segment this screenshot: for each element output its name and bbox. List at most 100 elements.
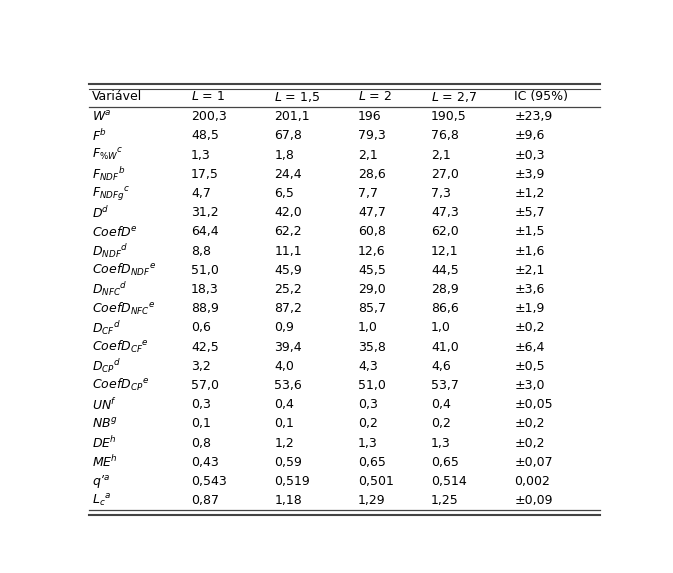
Text: 200,3: 200,3	[191, 110, 227, 123]
Text: ±1,6: ±1,6	[514, 245, 545, 258]
Text: Variável: Variável	[92, 91, 142, 104]
Text: 4,0: 4,0	[275, 360, 294, 373]
Text: 53,7: 53,7	[431, 379, 459, 392]
Text: IC (95%): IC (95%)	[514, 91, 569, 104]
Text: 0,65: 0,65	[358, 456, 386, 469]
Text: ±1,5: ±1,5	[514, 225, 545, 238]
Text: $\mathit{D}$$_{NDF}$$^{d}$: $\mathit{D}$$_{NDF}$$^{d}$	[92, 242, 128, 260]
Text: 0,2: 0,2	[431, 417, 451, 430]
Text: ±0,07: ±0,07	[514, 456, 553, 469]
Text: 0,8: 0,8	[191, 437, 211, 449]
Text: ±3,6: ±3,6	[514, 283, 545, 296]
Text: $\mathit{D}$$_{CP}$$^{d}$: $\mathit{D}$$_{CP}$$^{d}$	[92, 357, 121, 375]
Text: 0,4: 0,4	[431, 398, 451, 411]
Text: 47,7: 47,7	[358, 206, 386, 219]
Text: $\it{L}$ = 2: $\it{L}$ = 2	[358, 91, 392, 104]
Text: 0,002: 0,002	[514, 475, 551, 488]
Text: 8,8: 8,8	[191, 245, 211, 258]
Text: ±0,5: ±0,5	[514, 360, 545, 373]
Text: 7,7: 7,7	[358, 187, 378, 200]
Text: ±0,3: ±0,3	[514, 148, 545, 162]
Text: 31,2: 31,2	[191, 206, 219, 219]
Text: 17,5: 17,5	[191, 168, 219, 181]
Text: 1,25: 1,25	[431, 494, 459, 507]
Text: $\mathit{DE}$$^{h}$: $\mathit{DE}$$^{h}$	[92, 435, 116, 451]
Text: $\it{L}$ = 1: $\it{L}$ = 1	[191, 91, 225, 104]
Text: 12,1: 12,1	[431, 245, 458, 258]
Text: 0,9: 0,9	[275, 321, 294, 335]
Text: 2,1: 2,1	[431, 148, 451, 162]
Text: 48,5: 48,5	[191, 129, 219, 143]
Text: $\mathit{D}$$^{d}$: $\mathit{D}$$^{d}$	[92, 205, 109, 221]
Text: 51,0: 51,0	[358, 379, 386, 392]
Text: 86,6: 86,6	[431, 302, 459, 315]
Text: 0,519: 0,519	[275, 475, 310, 488]
Text: 1,2: 1,2	[275, 437, 294, 449]
Text: 0,514: 0,514	[431, 475, 466, 488]
Text: 87,2: 87,2	[275, 302, 302, 315]
Text: 53,6: 53,6	[275, 379, 302, 392]
Text: 62,0: 62,0	[431, 225, 459, 238]
Text: 28,6: 28,6	[358, 168, 386, 181]
Text: 0,543: 0,543	[191, 475, 227, 488]
Text: 44,5: 44,5	[431, 264, 459, 277]
Text: 1,3: 1,3	[431, 437, 451, 449]
Text: 7,3: 7,3	[431, 187, 451, 200]
Text: 201,1: 201,1	[275, 110, 310, 123]
Text: 190,5: 190,5	[431, 110, 466, 123]
Text: $\mathit{W}$$^{a}$: $\mathit{W}$$^{a}$	[92, 110, 111, 124]
Text: $\mathit{D}$$_{NFC}$$^{d}$: $\mathit{D}$$_{NFC}$$^{d}$	[92, 280, 127, 299]
Text: 51,0: 51,0	[191, 264, 219, 277]
Text: 57,0: 57,0	[191, 379, 219, 392]
Text: $\mathit{D}$$_{CF}$$^{d}$: $\mathit{D}$$_{CF}$$^{d}$	[92, 319, 121, 337]
Text: 24,4: 24,4	[275, 168, 302, 181]
Text: ±5,7: ±5,7	[514, 206, 545, 219]
Text: 62,2: 62,2	[275, 225, 302, 238]
Text: 3,2: 3,2	[191, 360, 211, 373]
Text: 28,9: 28,9	[431, 283, 459, 296]
Text: $\mathit{CoefD}$$_{CF}$$^{e}$: $\mathit{CoefD}$$_{CF}$$^{e}$	[92, 339, 149, 355]
Text: 1,0: 1,0	[358, 321, 378, 335]
Text: 79,3: 79,3	[358, 129, 386, 143]
Text: 4,7: 4,7	[191, 187, 211, 200]
Text: 64,4: 64,4	[191, 225, 219, 238]
Text: 2,1: 2,1	[358, 148, 378, 162]
Text: 0,65: 0,65	[431, 456, 459, 469]
Text: 41,0: 41,0	[431, 340, 459, 354]
Text: 0,4: 0,4	[275, 398, 294, 411]
Text: 18,3: 18,3	[191, 283, 219, 296]
Text: ±9,6: ±9,6	[514, 129, 545, 143]
Text: 12,6: 12,6	[358, 245, 386, 258]
Text: 0,43: 0,43	[191, 456, 219, 469]
Text: $\mathit{CoefD}$$_{NFC}$$^{e}$: $\mathit{CoefD}$$_{NFC}$$^{e}$	[92, 301, 155, 317]
Text: ±6,4: ±6,4	[514, 340, 545, 354]
Text: $\it{L}$ = 1,5: $\it{L}$ = 1,5	[275, 90, 321, 104]
Text: 42,5: 42,5	[191, 340, 219, 354]
Text: 0,6: 0,6	[191, 321, 211, 335]
Text: $\mathit{F}$$_{NDFg}$$^{c}$: $\mathit{F}$$_{NDFg}$$^{c}$	[92, 185, 131, 202]
Text: 6,5: 6,5	[275, 187, 294, 200]
Text: 1,3: 1,3	[358, 437, 378, 449]
Text: 1,0: 1,0	[431, 321, 451, 335]
Text: 1,29: 1,29	[358, 494, 386, 507]
Text: 0,1: 0,1	[191, 417, 211, 430]
Text: 88,9: 88,9	[191, 302, 219, 315]
Text: 76,8: 76,8	[431, 129, 459, 143]
Text: 60,8: 60,8	[358, 225, 386, 238]
Text: 85,7: 85,7	[358, 302, 386, 315]
Text: 47,3: 47,3	[431, 206, 459, 219]
Text: $\mathit{ME}$$^{h}$: $\mathit{ME}$$^{h}$	[92, 454, 118, 470]
Text: 35,8: 35,8	[358, 340, 386, 354]
Text: $\mathit{CoefD}$$_{NDF}$$^{e}$: $\mathit{CoefD}$$_{NDF}$$^{e}$	[92, 262, 156, 278]
Text: 27,0: 27,0	[431, 168, 459, 181]
Text: 25,2: 25,2	[275, 283, 302, 296]
Text: 67,8: 67,8	[275, 129, 302, 143]
Text: $\mathit{CoefD}$$^{e}$: $\mathit{CoefD}$$^{e}$	[92, 225, 137, 239]
Text: ±2,1: ±2,1	[514, 264, 545, 277]
Text: 1,3: 1,3	[191, 148, 211, 162]
Text: ±0,09: ±0,09	[514, 494, 553, 507]
Text: 45,9: 45,9	[275, 264, 302, 277]
Text: ±1,9: ±1,9	[514, 302, 545, 315]
Text: $\mathit{UN}$$^{f}$: $\mathit{UN}$$^{f}$	[92, 397, 116, 413]
Text: 1,18: 1,18	[275, 494, 302, 507]
